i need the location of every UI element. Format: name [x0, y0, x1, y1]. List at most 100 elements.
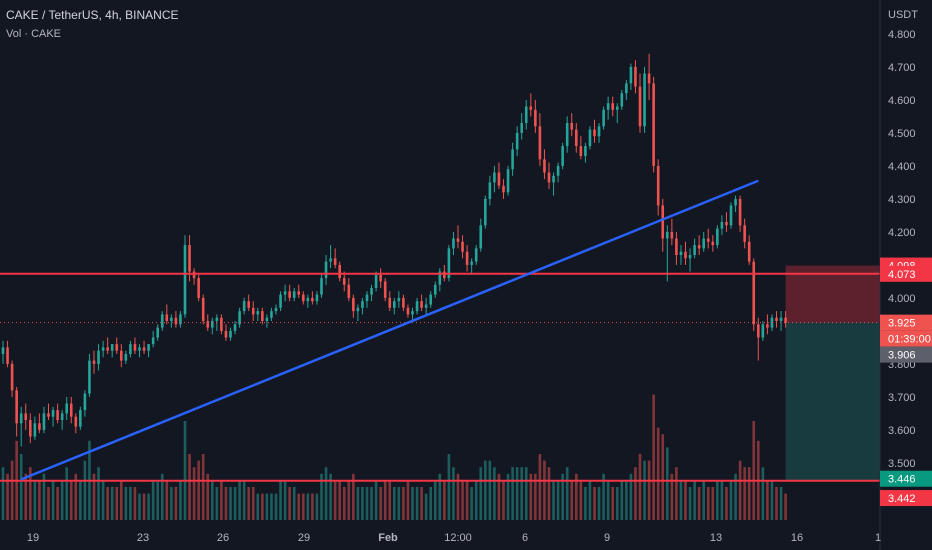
- volume-bar: [520, 467, 523, 520]
- price-tick-label: 4.300: [888, 194, 916, 206]
- candle-body: [420, 301, 423, 308]
- candle-body: [329, 258, 332, 262]
- candle-body: [215, 317, 219, 321]
- candle-body: [529, 106, 533, 110]
- volume-bar: [656, 427, 660, 520]
- volume-bar: [606, 480, 610, 520]
- symbol-title[interactable]: CAKE / TetherUS, 4h, BINANCE: [6, 8, 179, 22]
- candle-body: [770, 317, 774, 328]
- volume-bar: [356, 487, 360, 520]
- candle-body: [297, 291, 301, 295]
- time-tick-label: 29: [298, 532, 310, 544]
- candle-body: [251, 307, 255, 315]
- candle-body: [174, 317, 178, 325]
- volume-bar: [675, 467, 678, 520]
- volume-bar: [465, 480, 469, 520]
- volume-bar: [297, 493, 301, 520]
- candle-body: [702, 238, 705, 249]
- volume-bar: [383, 480, 387, 520]
- candle-body: [83, 393, 87, 411]
- candle-body: [183, 245, 187, 315]
- volume-bar: [402, 487, 405, 520]
- candle-body: [242, 301, 246, 312]
- price-tag-label: 01:39:00: [888, 334, 931, 346]
- volume-bar: [575, 473, 578, 520]
- volume-bar: [502, 480, 505, 520]
- candle-body: [388, 297, 392, 308]
- candle-body: [502, 185, 505, 193]
- volume-bar: [488, 460, 492, 520]
- volume-bar: [215, 487, 219, 520]
- candle-body: [556, 165, 560, 176]
- candle-body: [620, 93, 624, 107]
- candle-body: [201, 297, 205, 321]
- volume-bar: [24, 473, 28, 520]
- candle-body: [1, 347, 5, 354]
- candle-body: [383, 281, 387, 298]
- candle-body: [206, 321, 210, 328]
- candle-body: [629, 66, 633, 84]
- price-tick-label: 4.500: [888, 128, 916, 140]
- volume-bar: [74, 473, 78, 520]
- candle-body: [711, 241, 715, 246]
- candle-body: [370, 288, 373, 295]
- candle-body: [120, 350, 123, 361]
- candle-body: [279, 294, 282, 308]
- volume-bar: [151, 480, 155, 520]
- candle-body: [15, 390, 18, 424]
- volume-bar: [716, 480, 719, 520]
- volume-bar: [643, 460, 646, 520]
- volume-bar: [584, 487, 587, 520]
- volume-bar: [579, 480, 583, 520]
- volume-bar: [47, 487, 50, 520]
- candle-body: [397, 297, 401, 302]
- candle-body: [625, 83, 628, 94]
- time-tick-label: 16: [791, 532, 803, 544]
- volume-bar: [270, 493, 273, 520]
- volume-bar: [688, 487, 692, 520]
- volume-bar: [92, 473, 96, 520]
- volume-bar: [565, 467, 569, 520]
- candle-body: [315, 294, 319, 302]
- volume-bar: [497, 473, 501, 520]
- candle-body: [188, 245, 191, 272]
- volume-bar: [388, 480, 392, 520]
- volume-bar: [324, 467, 328, 520]
- candle-body: [374, 274, 378, 288]
- candle-body: [697, 245, 701, 249]
- volume-bar: [51, 480, 55, 520]
- candle-body: [211, 321, 214, 328]
- price-axis[interactable]: 4.800 4.700 4.600 4.500 4.400 4.300 4.200 4.000…: [888, 29, 916, 470]
- price-tick-label: 4.000: [888, 293, 916, 305]
- volume-bar: [775, 487, 778, 520]
- candle-body: [688, 255, 692, 259]
- candle-body: [638, 86, 642, 127]
- volume-bar: [224, 487, 228, 520]
- volume-bar: [743, 467, 746, 520]
- candle-body: [10, 363, 14, 391]
- candle-body: [575, 129, 578, 147]
- candle-body: [716, 228, 719, 246]
- volume-bar: [538, 454, 542, 520]
- time-axis[interactable]: 19 23 26 29 Feb 12:00 6 9 13 16 1: [27, 532, 881, 544]
- candle-body: [151, 337, 155, 345]
- candle-body: [42, 413, 46, 430]
- candle-body: [588, 129, 592, 147]
- candle-body: [593, 129, 596, 137]
- candle-body: [51, 410, 55, 417]
- volume-indicator-label[interactable]: Vol · CAKE: [6, 28, 62, 40]
- candle-body: [197, 278, 200, 298]
- horizontal-levels[interactable]: [0, 272, 880, 482]
- candle-body: [138, 347, 141, 351]
- price-tag-level: [880, 265, 932, 282]
- candle-body: [352, 297, 355, 312]
- candle-body: [247, 301, 250, 308]
- candle-body: [656, 165, 660, 206]
- trendline-group[interactable]: [20, 179, 759, 481]
- candle-body: [670, 231, 674, 239]
- volume-bar: [461, 480, 464, 520]
- volume-bar: [720, 480, 724, 520]
- candle-body: [97, 350, 100, 364]
- candle-body: [283, 291, 287, 295]
